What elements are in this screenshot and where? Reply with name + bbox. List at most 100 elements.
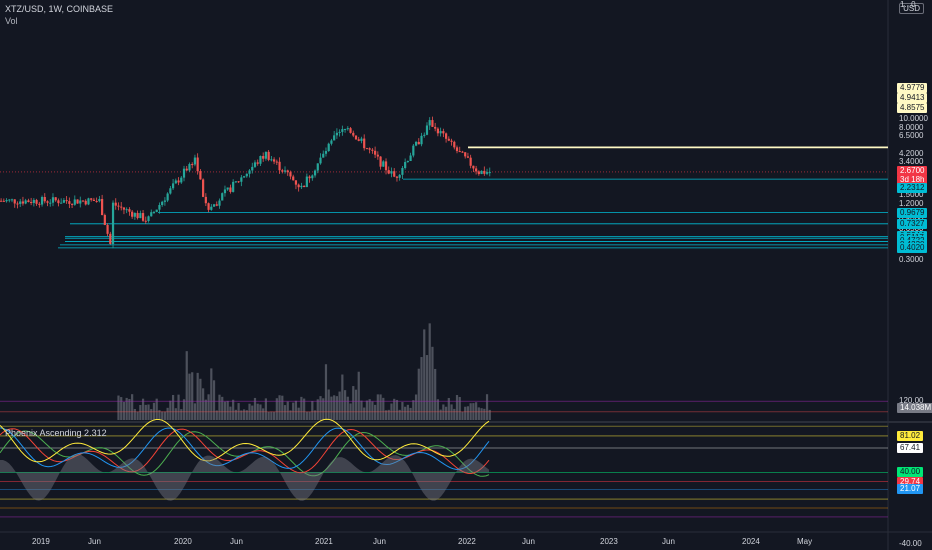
candle-body — [363, 138, 366, 149]
candle-body — [24, 200, 27, 204]
candle-body — [466, 156, 470, 158]
price-axis-tick: 1.5000 — [899, 190, 924, 200]
candle-body — [404, 162, 407, 169]
volume-bar — [237, 403, 240, 420]
candle-body — [79, 200, 82, 204]
candle-body — [199, 171, 202, 180]
volume-bar — [453, 408, 456, 420]
candle-body — [51, 197, 55, 203]
candle-body — [464, 152, 467, 157]
indicator-title[interactable]: Phoenix Ascending 2.312 — [5, 428, 107, 438]
candle-body — [10, 199, 14, 201]
time-axis-label: 2021 — [315, 537, 333, 546]
volume-bar — [152, 402, 156, 420]
indicator-tag: 29.74 — [897, 476, 924, 487]
candle-body — [324, 151, 328, 154]
candle-body — [221, 193, 224, 201]
volume-legend[interactable]: Vol — [5, 16, 18, 26]
candle-body — [475, 168, 478, 172]
volume-bar — [155, 398, 158, 420]
candle-body — [76, 199, 79, 204]
volume-bar — [480, 408, 483, 420]
volume-bar — [253, 397, 257, 420]
volume-bar — [398, 409, 401, 420]
volume-bar — [294, 400, 298, 420]
candle-body — [136, 212, 139, 219]
volume-bar — [365, 400, 369, 420]
candle-body — [417, 141, 420, 145]
candle-body — [245, 173, 248, 177]
candle-body — [409, 155, 412, 162]
price-tag: 2.2312 — [897, 183, 928, 193]
volume-bar — [395, 399, 399, 420]
candle-body — [62, 200, 65, 203]
candle-body — [384, 161, 388, 171]
candle-body — [349, 128, 352, 133]
currency-badge[interactable]: USD — [899, 3, 924, 14]
volume-bar — [393, 398, 396, 420]
candle-body — [111, 202, 115, 244]
candle-body — [338, 131, 341, 133]
volume-bar — [439, 409, 442, 420]
candle-body — [297, 184, 300, 188]
candle-body — [109, 233, 112, 244]
volume-bar — [425, 355, 429, 420]
indicator-series-line — [0, 428, 490, 475]
volume-bar — [431, 346, 434, 420]
candle-body — [461, 151, 464, 153]
candle-body — [335, 132, 338, 136]
volume-bar — [341, 374, 344, 420]
candle-body — [57, 200, 60, 204]
price-tag: 2.6700 — [897, 166, 928, 176]
candle-body — [226, 187, 229, 190]
volume-bar — [264, 398, 268, 420]
candle-body — [262, 156, 265, 159]
price-tag: 0.7327 — [897, 218, 928, 229]
candle-body — [368, 148, 371, 150]
volume-bar — [251, 405, 254, 420]
volume-bar — [330, 396, 333, 420]
volume-bar — [163, 411, 166, 420]
volume-bar — [436, 399, 439, 420]
price-tag: 4.8575 — [897, 103, 928, 113]
volume-bar — [313, 410, 317, 420]
candle-body — [38, 203, 41, 205]
candle-body — [139, 213, 142, 219]
volume-bar — [286, 401, 289, 420]
symbol-header[interactable]: XTZ/USD, 1W, COINBASE — [5, 4, 114, 14]
volume-bar — [455, 395, 459, 420]
volume-bar — [450, 404, 453, 420]
candle-body — [412, 145, 415, 156]
candle-body — [281, 170, 284, 172]
volume-bar — [180, 409, 183, 420]
indicator-histogram — [0, 454, 489, 501]
volume-bar — [477, 407, 480, 420]
candle-body — [469, 157, 472, 166]
volume-bar — [472, 403, 475, 420]
indicator-tag: 40.00 — [897, 467, 924, 478]
volume-bar — [357, 371, 360, 420]
volume-bar — [177, 394, 180, 420]
candle-body — [0, 200, 3, 202]
candle-body — [212, 204, 216, 207]
volume-bar — [275, 398, 278, 420]
indicator-tag: 67.41 — [897, 443, 924, 453]
volume-bar — [122, 402, 126, 420]
candle-body — [177, 180, 180, 183]
candle-body — [390, 171, 393, 174]
time-axis-label: 2023 — [600, 537, 618, 546]
volume-bar — [401, 402, 404, 420]
candle-body — [92, 199, 96, 201]
candle-body — [264, 151, 268, 159]
volume-bar — [267, 411, 270, 420]
candle-body — [122, 207, 126, 210]
price-tag: 14.038M — [897, 403, 932, 413]
candle-body — [275, 161, 278, 163]
price-axis-tick: 0.3000 — [899, 254, 924, 264]
volume-bar — [343, 390, 347, 420]
volume-bar — [158, 410, 161, 420]
volume-bar — [414, 394, 418, 420]
candle-body — [27, 200, 30, 203]
candle-body — [248, 170, 251, 174]
